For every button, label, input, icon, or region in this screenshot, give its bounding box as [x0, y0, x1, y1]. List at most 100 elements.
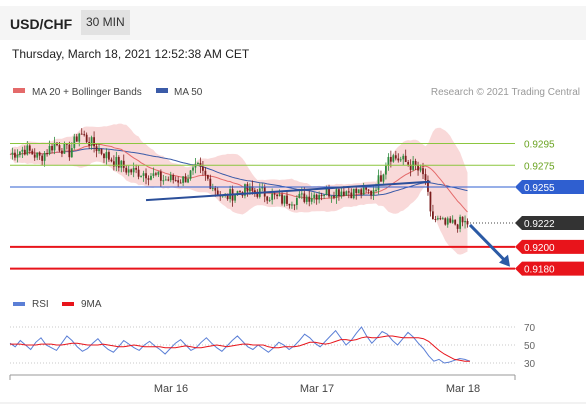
- candle-body: [236, 191, 239, 196]
- candle-body: [80, 133, 83, 135]
- candle-body: [226, 193, 229, 200]
- candle-body: [103, 153, 105, 159]
- candle-body: [132, 167, 135, 173]
- rsi-legend-label: RSI: [32, 299, 49, 310]
- candle-body: [206, 174, 209, 179]
- candle-body: [244, 184, 246, 196]
- candle-body: [162, 180, 165, 182]
- candle-body: [385, 165, 387, 175]
- candle-body: [288, 203, 291, 206]
- rsi-legend: RSI 9MA: [13, 299, 102, 310]
- rsi-tick-label: 50: [524, 341, 536, 352]
- candle-body: [303, 193, 306, 202]
- candle-body: [73, 136, 76, 149]
- candle-body: [41, 155, 44, 161]
- candle-body: [318, 195, 321, 200]
- candle-body: [174, 180, 177, 182]
- candle-body: [202, 166, 204, 171]
- candle-body: [454, 219, 457, 225]
- candle-body: [372, 190, 375, 196]
- candle-body: [414, 160, 417, 166]
- candle-body: [192, 167, 194, 171]
- candle-body: [36, 152, 39, 158]
- candle-body: [155, 173, 157, 175]
- candle-body: [251, 186, 254, 191]
- ma20-legend-label: MA 20 + Bollinger Bands: [32, 87, 142, 98]
- candle-body: [16, 155, 19, 158]
- candle-body: [399, 159, 402, 161]
- candle-body: [380, 175, 382, 182]
- candle-body: [83, 134, 86, 136]
- candle-body: [150, 175, 152, 180]
- candle-body: [283, 195, 286, 204]
- rsi-line: [9, 326, 471, 364]
- candle-body: [365, 186, 368, 190]
- candle-body: [159, 171, 162, 181]
- candle-body: [169, 175, 172, 181]
- candle-body: [95, 146, 98, 152]
- candle-body: [21, 149, 24, 152]
- candle-body: [11, 152, 14, 155]
- candle-body: [392, 155, 395, 162]
- candle-body: [70, 148, 73, 158]
- candle-body: [214, 187, 217, 191]
- candle-body: [456, 224, 459, 229]
- candle-body: [323, 194, 325, 197]
- candle-body: [313, 194, 316, 199]
- rsi-ma9-line: [10, 335, 470, 362]
- candle-body: [461, 216, 464, 223]
- candle-body: [459, 216, 462, 229]
- candle-body: [253, 190, 256, 193]
- forecast-arrowhead: [499, 254, 510, 267]
- candle-body: [261, 187, 264, 189]
- candle-body: [197, 162, 199, 165]
- candle-body: [120, 160, 123, 168]
- candle-body: [328, 188, 330, 197]
- pivot-tag: [515, 180, 584, 195]
- candle-body: [338, 189, 340, 196]
- timeframe-button[interactable]: 30 MIN: [81, 10, 130, 35]
- candle-body: [199, 162, 202, 167]
- candle-body: [407, 162, 410, 165]
- support-label: 0.9180: [524, 265, 555, 276]
- candle-body: [145, 173, 147, 179]
- last-price-label: 0.9222: [524, 219, 555, 230]
- candle-body: [189, 170, 192, 179]
- candle-body: [135, 167, 138, 170]
- candle-body: [122, 160, 125, 168]
- credit-text: Research © 2021 Trading Central: [431, 87, 580, 98]
- candle-body: [325, 188, 328, 195]
- pivot-label: 0.9255: [524, 183, 555, 194]
- candle-body: [68, 144, 71, 158]
- candle-body: [98, 148, 100, 152]
- rsi-legend-swatch: [13, 302, 25, 306]
- candle-body: [444, 218, 447, 225]
- ma50-line: [9, 147, 468, 197]
- support-tag: [515, 239, 584, 254]
- x-tick-label: Mar 16: [154, 383, 188, 395]
- candle-body: [394, 155, 397, 159]
- candle-body: [53, 142, 56, 151]
- candle-body: [397, 158, 400, 161]
- chart-legend: MA 20 + Bollinger Bands MA 50 Research ©…: [13, 87, 580, 98]
- resistance-label: 0.9275: [524, 161, 555, 172]
- ma50-legend-label: MA 50: [174, 87, 203, 98]
- candle-body: [387, 156, 390, 166]
- candle-body: [179, 182, 182, 184]
- candle-body: [352, 188, 355, 199]
- candle-body: [125, 167, 128, 173]
- candle-body: [295, 198, 298, 206]
- candle-body: [130, 169, 133, 173]
- candle-body: [105, 152, 108, 159]
- candle-body: [340, 191, 343, 196]
- candle-body: [342, 191, 345, 196]
- candle-body: [293, 204, 296, 206]
- candle-body: [355, 188, 358, 194]
- candle-body: [427, 179, 429, 192]
- timestamp: Thursday, March 18, 2021 12:52:38 AM CET: [12, 47, 250, 61]
- candle-body: [46, 152, 48, 155]
- candle-body: [273, 193, 276, 195]
- candle-body: [209, 178, 212, 189]
- ma20-legend-swatch: [13, 88, 25, 93]
- candle-body: [58, 145, 61, 151]
